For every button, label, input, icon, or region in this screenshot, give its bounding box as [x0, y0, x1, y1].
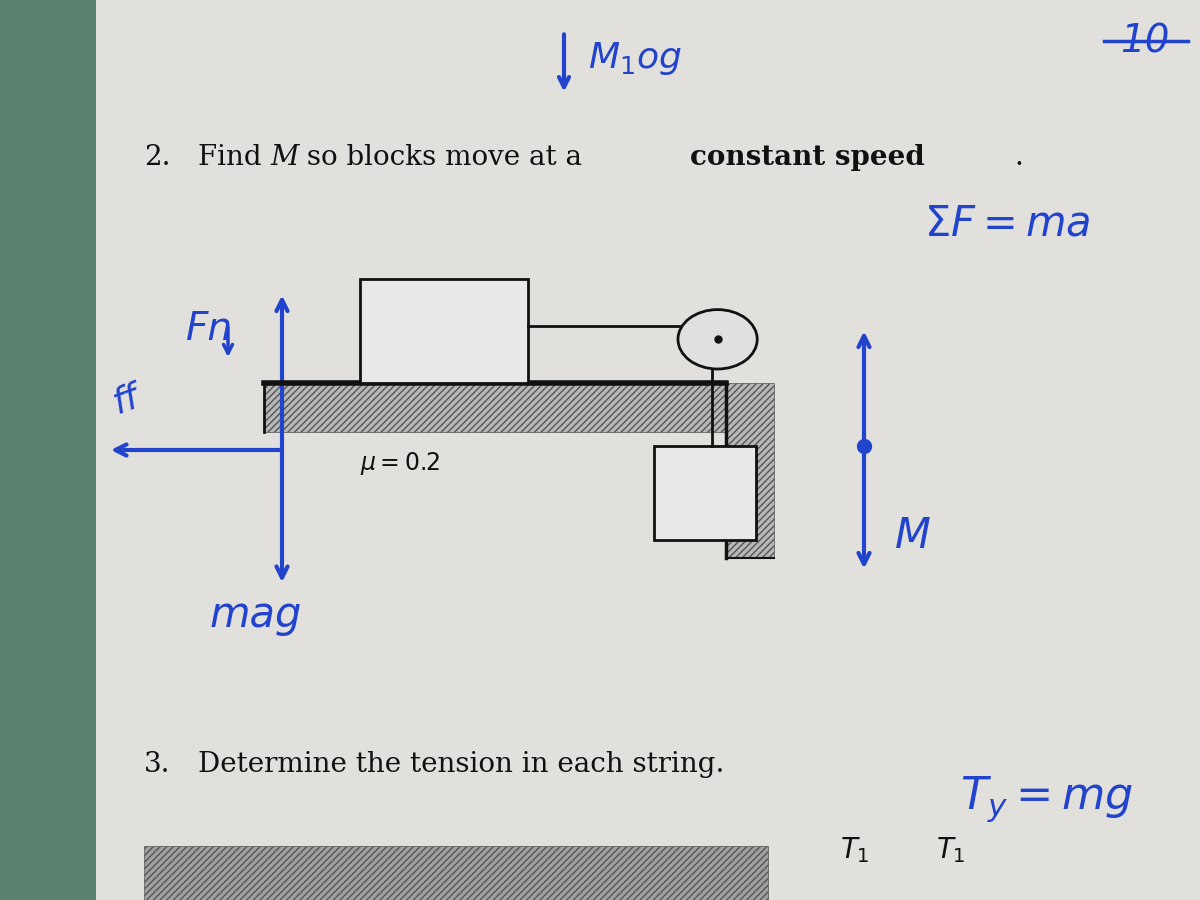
Text: $\mu=0.2$: $\mu=0.2$: [360, 450, 440, 477]
Text: .: .: [1014, 144, 1022, 171]
Text: $\Sigma F=ma$: $\Sigma F=ma$: [924, 202, 1091, 245]
Text: 10: 10: [1121, 22, 1170, 60]
Text: 3.: 3.: [144, 752, 170, 778]
Circle shape: [678, 310, 757, 369]
Text: $T_1$: $T_1$: [840, 835, 870, 866]
Text: so blocks move at a: so blocks move at a: [298, 144, 590, 171]
Text: constant speed: constant speed: [690, 144, 925, 171]
Bar: [360, 279, 528, 382]
Text: mag: mag: [210, 594, 302, 636]
Text: $M_1og$: $M_1og$: [588, 40, 682, 77]
Text: $M$: $M$: [692, 481, 718, 505]
Text: Determine the tension in each string.: Determine the tension in each string.: [198, 752, 725, 778]
Text: ff: ff: [108, 380, 144, 421]
Bar: [726, 382, 774, 558]
Text: M: M: [270, 144, 299, 171]
Text: $T_y=mg$: $T_y=mg$: [960, 774, 1133, 824]
Bar: [654, 446, 756, 540]
Text: Find: Find: [198, 144, 270, 171]
Bar: [264, 382, 726, 432]
Bar: [144, 846, 768, 900]
Text: 2.: 2.: [144, 144, 170, 171]
Text: $T_1$: $T_1$: [936, 835, 966, 866]
Text: $M$: $M$: [894, 515, 931, 556]
Text: 2 kg: 2 kg: [418, 320, 470, 342]
Text: Fn: Fn: [186, 310, 233, 347]
